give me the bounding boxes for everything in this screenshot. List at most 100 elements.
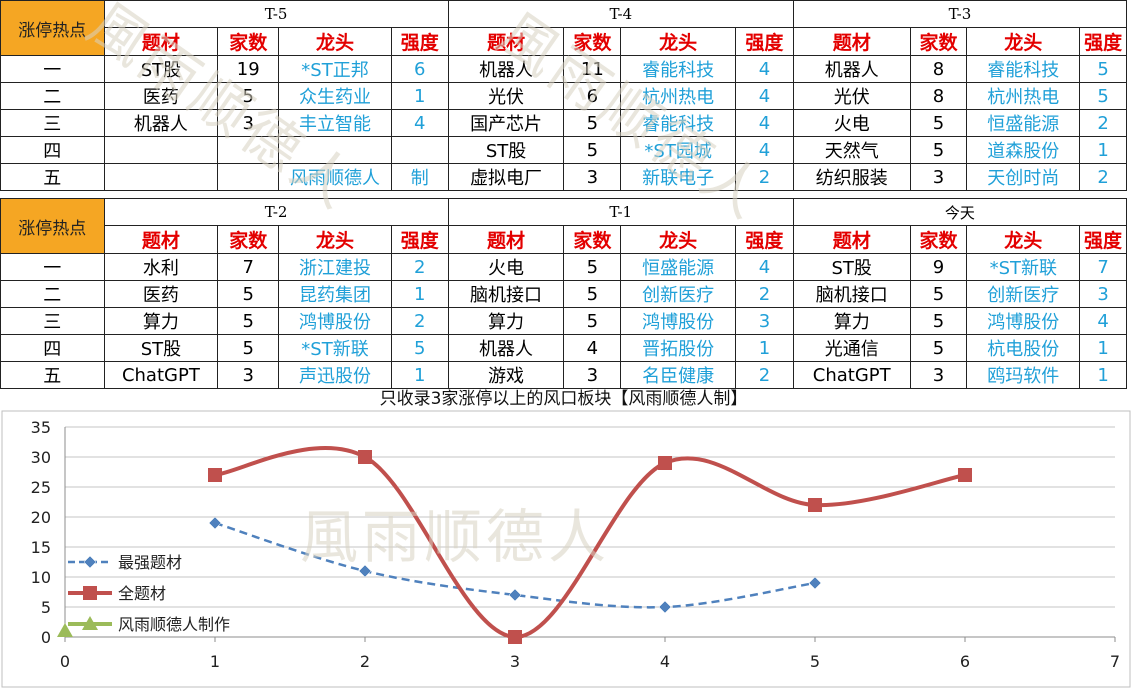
theme-cell: ST股 [103,55,219,83]
column-header: 龙头 [278,225,392,254]
count-cell: 5 [909,307,968,335]
strength-cell: 4 [1079,307,1127,335]
leader-cell: 杭州热电 [620,82,736,110]
leader-cell: 睿能科技 [620,109,736,137]
strength-cell: 4 [390,109,449,137]
hotspot-corner-label: 涨停热点 [0,0,105,56]
theme-cell: ST股 [792,253,911,281]
count-cell: 5 [217,334,280,362]
column-header: 家数 [217,27,280,56]
table-row: 二医药 5 众生药业 1 光伏 6 杭州热电 4 光伏 8 杭州热电 5 [0,82,1127,110]
strength-cell: 2 [734,361,794,389]
strength-cell: 2 [734,280,794,308]
y-tick-label: 15 [31,538,51,557]
rank-label: 五 [0,361,105,389]
leader-cell: 众生药业 [278,82,392,110]
count-cell: 4 [563,334,622,362]
leader-cell: 新联电子 [620,163,736,191]
rank-label: 三 [0,307,105,335]
leader-cell: 鸿博股份 [278,307,392,335]
table-row: 二医药 5 昆药集团 1 脑机接口 5 创新医疗 2 脑机接口 5 创新医疗 3 [0,280,1127,308]
y-tick-label: 5 [41,598,51,617]
x-tick-label: 7 [1110,652,1120,671]
x-tick-label: 5 [810,652,820,671]
strength-cell: 1 [1079,334,1127,362]
data-point [958,468,972,482]
rank-label: 四 [0,136,105,164]
legend-label: 最强题材 [118,553,182,572]
legend-label: 全题材 [118,584,166,603]
theme-cell: ChatGPT [792,361,911,389]
legend-marker [82,616,98,630]
leader-cell: 创新医疗 [966,280,1081,308]
legend-label: 风雨顺德人制作 [118,615,230,634]
theme-cell: 天然气 [792,136,911,164]
table-row: 四 ST股 5 *ST新联 5 机器人 4 晋拓股份 1 光通信 5 杭电股份 1 [0,334,1127,362]
count-cell: 5 [909,109,968,137]
leader-cell: 晋拓股份 [620,334,736,362]
hotspot-table-1: 涨停热点 T-5 T-4 T-3 题材 家数 龙头 强度 题材 家数 龙头 强度 题材 家数 龙头 强度一 ST… [0,0,1128,191]
hotspot-corner-label: 涨停热点 [0,198,105,254]
column-header: 题材 [103,27,219,56]
strength-cell: 5 [1079,82,1127,110]
leader-cell: 浙江建投 [278,253,392,281]
count-cell [217,163,280,191]
count-cell: 3 [909,163,968,191]
leader-cell: 道森股份 [966,136,1081,164]
column-header: 题材 [447,27,565,56]
theme-cell: ST股 [447,136,565,164]
theme-cell: 游戏 [447,361,565,389]
data-point [208,516,222,530]
period-header: T-3 [792,0,1128,28]
theme-cell: 光伏 [447,82,565,110]
leader-cell: 鸿博股份 [620,307,736,335]
leader-cell: 杭电股份 [966,334,1081,362]
y-tick-label: 35 [31,418,51,437]
leader-cell: 风雨顺德人 [278,163,392,191]
data-point [358,564,372,578]
leader-cell: 天创时尚 [966,163,1081,191]
strength-cell: 5 [1079,55,1127,83]
theme-cell [103,163,219,191]
data-point [57,623,73,637]
data-point [658,600,672,614]
count-cell [217,136,280,164]
theme-cell: 医药 [103,280,219,308]
count-cell: 3 [909,361,968,389]
count-cell: 5 [217,307,280,335]
leader-cell: 恒盛能源 [620,253,736,281]
count-cell: 5 [217,82,280,110]
x-tick-label: 3 [510,652,520,671]
leader-cell: 丰立智能 [278,109,392,137]
chart-title: 只收录3家涨停以上的风口板块【风雨顺德人制】 [379,389,748,409]
count-cell: 3 [563,361,622,389]
y-tick-label: 20 [31,508,51,527]
strength-cell: 2 [1079,109,1127,137]
column-header: 龙头 [620,225,736,254]
theme-cell: 机器人 [792,55,911,83]
strength-cell: 4 [734,253,794,281]
data-point [808,498,822,512]
column-header: 强度 [390,27,449,56]
period-header: T-2 [103,198,449,226]
theme-cell: 机器人 [447,55,565,83]
count-cell: 5 [563,136,622,164]
strength-cell: 1 [1079,361,1127,389]
leader-cell: 声迅股份 [278,361,392,389]
count-cell: 19 [217,55,280,83]
period-header: 今天 [792,198,1128,226]
hotspot-table-2: 涨停热点 T-2 T-1 今天 题材 家数 龙头 强度 题材 家数 龙头 强度 题材 家数 龙头 强度一水利 7… [0,198,1128,389]
count-cell: 5 [909,136,968,164]
leader-cell: 创新医疗 [620,280,736,308]
column-header: 龙头 [966,225,1081,254]
column-header: 题材 [447,225,565,254]
theme-cell: 火电 [447,253,565,281]
column-header: 家数 [217,225,280,254]
leader-cell: 鸿博股份 [966,307,1081,335]
count-cell: 5 [563,253,622,281]
chart-frame [1,410,1131,688]
theme-cell: 光伏 [792,82,911,110]
column-header: 强度 [735,27,794,56]
theme-cell: 机器人 [447,334,565,362]
